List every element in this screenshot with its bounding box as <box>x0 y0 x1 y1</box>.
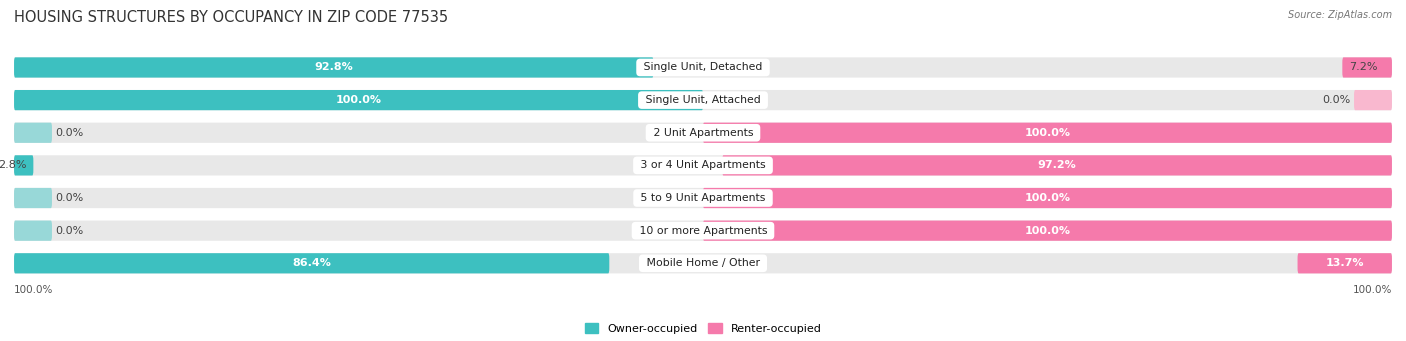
FancyBboxPatch shape <box>14 221 52 241</box>
FancyBboxPatch shape <box>14 253 1392 273</box>
FancyBboxPatch shape <box>14 188 1392 208</box>
Text: 100.0%: 100.0% <box>1353 285 1392 296</box>
Text: 0.0%: 0.0% <box>55 226 83 236</box>
FancyBboxPatch shape <box>1298 253 1392 273</box>
FancyBboxPatch shape <box>703 188 1392 208</box>
Text: Source: ZipAtlas.com: Source: ZipAtlas.com <box>1288 10 1392 20</box>
FancyBboxPatch shape <box>14 253 609 273</box>
FancyBboxPatch shape <box>14 221 1392 241</box>
FancyBboxPatch shape <box>14 155 34 176</box>
FancyBboxPatch shape <box>1354 90 1392 110</box>
FancyBboxPatch shape <box>14 90 703 110</box>
Text: 86.4%: 86.4% <box>292 258 332 268</box>
Legend: Owner-occupied, Renter-occupied: Owner-occupied, Renter-occupied <box>581 318 825 338</box>
Text: 10 or more Apartments: 10 or more Apartments <box>636 226 770 236</box>
FancyBboxPatch shape <box>14 155 1392 176</box>
Text: 92.8%: 92.8% <box>315 62 353 73</box>
Text: 0.0%: 0.0% <box>55 193 83 203</box>
Text: 100.0%: 100.0% <box>336 95 381 105</box>
Text: 100.0%: 100.0% <box>1025 193 1070 203</box>
Text: Single Unit, Attached: Single Unit, Attached <box>643 95 763 105</box>
Text: 13.7%: 13.7% <box>1326 258 1364 268</box>
FancyBboxPatch shape <box>14 123 1392 143</box>
FancyBboxPatch shape <box>14 188 52 208</box>
Text: 2.8%: 2.8% <box>0 160 27 170</box>
Text: 5 to 9 Unit Apartments: 5 to 9 Unit Apartments <box>637 193 769 203</box>
Text: HOUSING STRUCTURES BY OCCUPANCY IN ZIP CODE 77535: HOUSING STRUCTURES BY OCCUPANCY IN ZIP C… <box>14 10 449 25</box>
Text: 3 or 4 Unit Apartments: 3 or 4 Unit Apartments <box>637 160 769 170</box>
Text: 100.0%: 100.0% <box>1025 226 1070 236</box>
FancyBboxPatch shape <box>703 221 1392 241</box>
FancyBboxPatch shape <box>14 123 52 143</box>
Text: Mobile Home / Other: Mobile Home / Other <box>643 258 763 268</box>
Text: 0.0%: 0.0% <box>55 128 83 138</box>
FancyBboxPatch shape <box>14 57 1392 78</box>
Text: 100.0%: 100.0% <box>1025 128 1070 138</box>
FancyBboxPatch shape <box>1343 57 1392 78</box>
Text: 100.0%: 100.0% <box>14 285 53 296</box>
FancyBboxPatch shape <box>14 90 1392 110</box>
Text: 7.2%: 7.2% <box>1350 62 1378 73</box>
Text: 0.0%: 0.0% <box>1323 95 1351 105</box>
FancyBboxPatch shape <box>723 155 1392 176</box>
Text: Single Unit, Detached: Single Unit, Detached <box>640 62 766 73</box>
Text: 97.2%: 97.2% <box>1038 160 1077 170</box>
Text: 2 Unit Apartments: 2 Unit Apartments <box>650 128 756 138</box>
FancyBboxPatch shape <box>14 57 654 78</box>
FancyBboxPatch shape <box>703 123 1392 143</box>
